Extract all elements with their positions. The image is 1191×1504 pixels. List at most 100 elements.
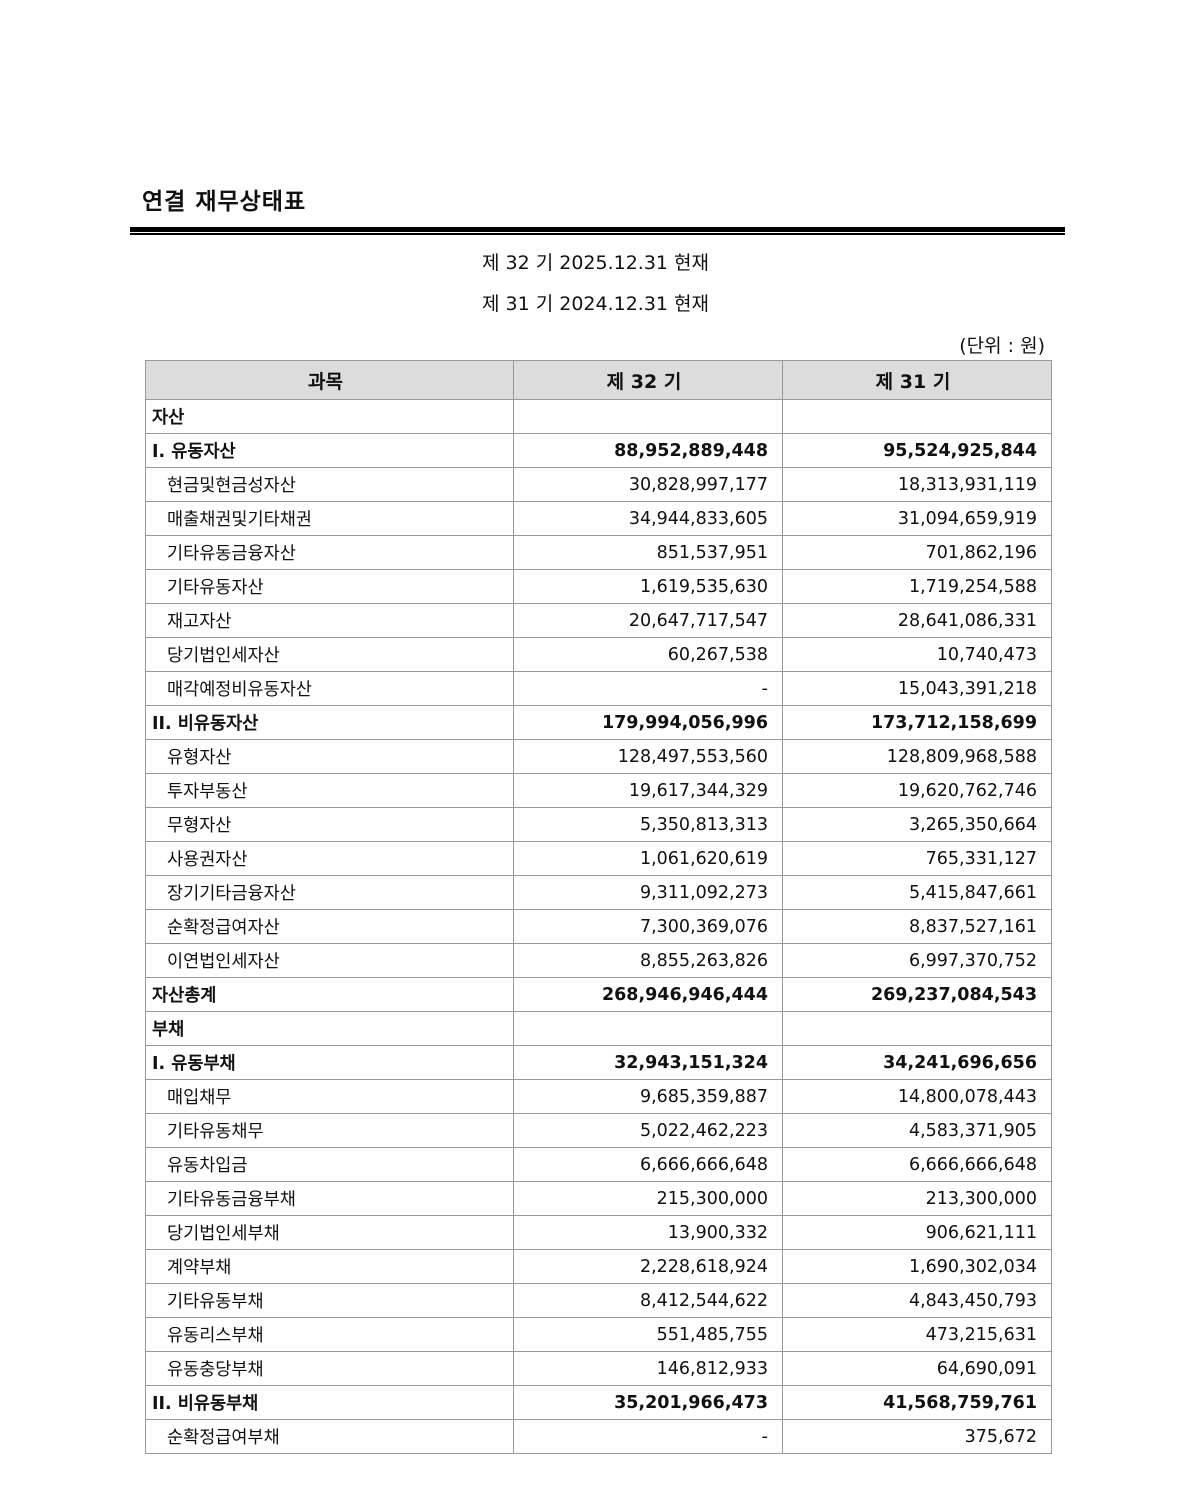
table-row: 순확정급여부채 -375,672	[145, 1419, 1052, 1454]
amount-cell: 146,812,933	[513, 1351, 783, 1386]
amount-cell: 13,900,332	[513, 1215, 783, 1250]
account-cell: 기타유동금융부채	[145, 1181, 514, 1216]
amount-cell	[782, 399, 1052, 434]
amount-cell: 19,620,762,746	[782, 773, 1052, 808]
table-row: 장기기타금융자산 9,311,092,273 5,415,847,661	[145, 875, 1052, 910]
amount-cell: 18,313,931,119	[782, 467, 1052, 502]
amount-cell: 15,043,391,218	[782, 671, 1052, 706]
amount-cell: 906,621,111	[782, 1215, 1052, 1250]
amount-cell: 701,862,196	[782, 535, 1052, 570]
amount-cell: 88,952,889,448	[513, 433, 783, 468]
column-header: 제 32 기	[513, 360, 783, 400]
amount-cell: 5,350,813,313	[513, 807, 783, 842]
amount-cell: -	[513, 671, 783, 706]
account-cell: 당기법인세자산	[145, 637, 514, 672]
amount-cell: 268,946,946,444	[513, 977, 783, 1012]
amount-cell: 128,497,553,560	[513, 739, 783, 774]
amount-cell: 851,537,951	[513, 535, 783, 570]
amount-cell: 1,061,620,619	[513, 841, 783, 876]
amount-cell: 20,647,717,547	[513, 603, 783, 638]
amount-cell: 14,800,078,443	[782, 1079, 1052, 1114]
table-row: II. 비유동부채 35,201,966,473 41,568,759,761	[145, 1385, 1052, 1420]
amount-cell: 95,524,925,844	[782, 433, 1052, 468]
amount-cell: 4,583,371,905	[782, 1113, 1052, 1148]
account-cell: 유동충당부채	[145, 1351, 514, 1386]
table-row: 당기법인세자산 60,267,538 10,740,473	[145, 637, 1052, 672]
amount-cell: 7,300,369,076	[513, 909, 783, 944]
amount-cell: 19,617,344,329	[513, 773, 783, 808]
account-cell: 유형자산	[145, 739, 514, 774]
account-cell: 유동차입금	[145, 1147, 514, 1182]
account-cell: 매각예정비유동자산	[145, 671, 514, 706]
amount-cell: 9,685,359,887	[513, 1079, 783, 1114]
table-row: 투자부동산 19,617,344,329 19,620,762,746	[145, 773, 1052, 808]
table-row: I. 유동자산 88,952,889,448 95,524,925,844	[145, 433, 1052, 468]
period: 제 32 기 2025.12.31 현재	[481, 252, 710, 274]
amount-cell: 6,666,666,648	[782, 1147, 1052, 1182]
amount-cell: 8,837,527,161	[782, 909, 1052, 944]
account-cell: 무형자산	[145, 807, 514, 842]
amount-cell: -	[513, 1419, 783, 1454]
account-cell: 기타유동자산	[145, 569, 514, 604]
table-row: 기타유동부채 8,412,544,622 4,843,450,793	[145, 1283, 1052, 1318]
table-row: 이연법인세자산 8,855,263,826 6,997,370,752	[145, 943, 1052, 978]
table-row: 유동차입금 6,666,666,648 6,666,666,648	[145, 1147, 1052, 1182]
amount-cell: 6,997,370,752	[782, 943, 1052, 978]
amount-cell: 1,690,302,034	[782, 1249, 1052, 1284]
amount-cell: 64,690,091	[782, 1351, 1052, 1386]
account-cell: 자산총계	[145, 977, 514, 1012]
account-cell: 기타유동금융자산	[145, 535, 514, 570]
account-cell: 투자부동산	[145, 773, 514, 808]
amount-cell: 28,641,086,331	[782, 603, 1052, 638]
table-row: 순확정급여자산 7,300,369,076 8,837,527,161	[145, 909, 1052, 944]
amount-cell: 10,740,473	[782, 637, 1052, 672]
account-cell: 기타유동부채	[145, 1283, 514, 1318]
table-row: 유형자산 128,497,553,560 128,809,968,588	[145, 739, 1052, 774]
account-cell: 매출채권및기타채권	[145, 501, 514, 536]
amount-cell: 34,944,833,605	[513, 501, 783, 536]
amount-cell: 1,719,254,588	[782, 569, 1052, 604]
amount-cell: 5,415,847,661	[782, 875, 1052, 910]
title: 연결 재무상태표	[142, 189, 307, 215]
table-row: II. 비유동자산 179,994,056,996 173,712,158,699	[145, 705, 1052, 740]
amount-cell: 765,331,127	[782, 841, 1052, 876]
account-cell: 당기법인세부채	[145, 1215, 514, 1250]
account-cell: 자산	[145, 399, 514, 434]
table-row: 자산	[145, 399, 1052, 434]
account-cell: 순확정급여자산	[145, 909, 514, 944]
amount-cell: 32,943,151,324	[513, 1045, 783, 1080]
amount-cell: 213,300,000	[782, 1181, 1052, 1216]
amount-cell: 41,568,759,761	[782, 1385, 1052, 1420]
account-cell: 유동리스부채	[145, 1317, 514, 1352]
table-row: I. 유동부채 32,943,151,324 34,241,696,656	[145, 1045, 1052, 1080]
account-cell: 순확정급여부채	[145, 1419, 514, 1454]
table-row: 자산총계 268,946,946,444 269,237,084,543	[145, 977, 1052, 1012]
table-row: 유동충당부채 146,812,933 64,690,091	[145, 1351, 1052, 1386]
amount-cell: 1,619,535,630	[513, 569, 783, 604]
amount-cell: 6,666,666,648	[513, 1147, 783, 1182]
table-row: 재고자산 20,647,717,547 28,641,086,331	[145, 603, 1052, 638]
amount-cell	[513, 1011, 783, 1046]
period: 제 31 기 2024.12.31 현재	[481, 293, 710, 315]
amount-cell: 9,311,092,273	[513, 875, 783, 910]
unit: (단위 : 원)	[959, 335, 1045, 357]
account-cell: 재고자산	[145, 603, 514, 638]
amount-cell: 179,994,056,996	[513, 705, 783, 740]
rule	[130, 233, 1065, 235]
account-cell: 현금및현금성자산	[145, 467, 514, 502]
amount-cell: 551,485,755	[513, 1317, 783, 1352]
amount-cell: 35,201,966,473	[513, 1385, 783, 1420]
amount-cell: 60,267,538	[513, 637, 783, 672]
amount-cell: 375,672	[782, 1419, 1052, 1454]
account-cell: II. 비유동자산	[145, 705, 514, 740]
amount-cell: 4,843,450,793	[782, 1283, 1052, 1318]
table-row: 당기법인세부채 13,900,332 906,621,111	[145, 1215, 1052, 1250]
account-cell: 매입채무	[145, 1079, 514, 1114]
header-row: 과목 제 32 기 제 31 기	[145, 360, 1052, 400]
amount-cell	[513, 399, 783, 434]
table-row: 기타유동채무 5,022,462,223 4,583,371,905	[145, 1113, 1052, 1148]
account-cell: I. 유동부채	[145, 1045, 514, 1080]
amount-cell: 8,855,263,826	[513, 943, 783, 978]
table-row: 무형자산 5,350,813,313 3,265,350,664	[145, 807, 1052, 842]
amount-cell: 128,809,968,588	[782, 739, 1052, 774]
